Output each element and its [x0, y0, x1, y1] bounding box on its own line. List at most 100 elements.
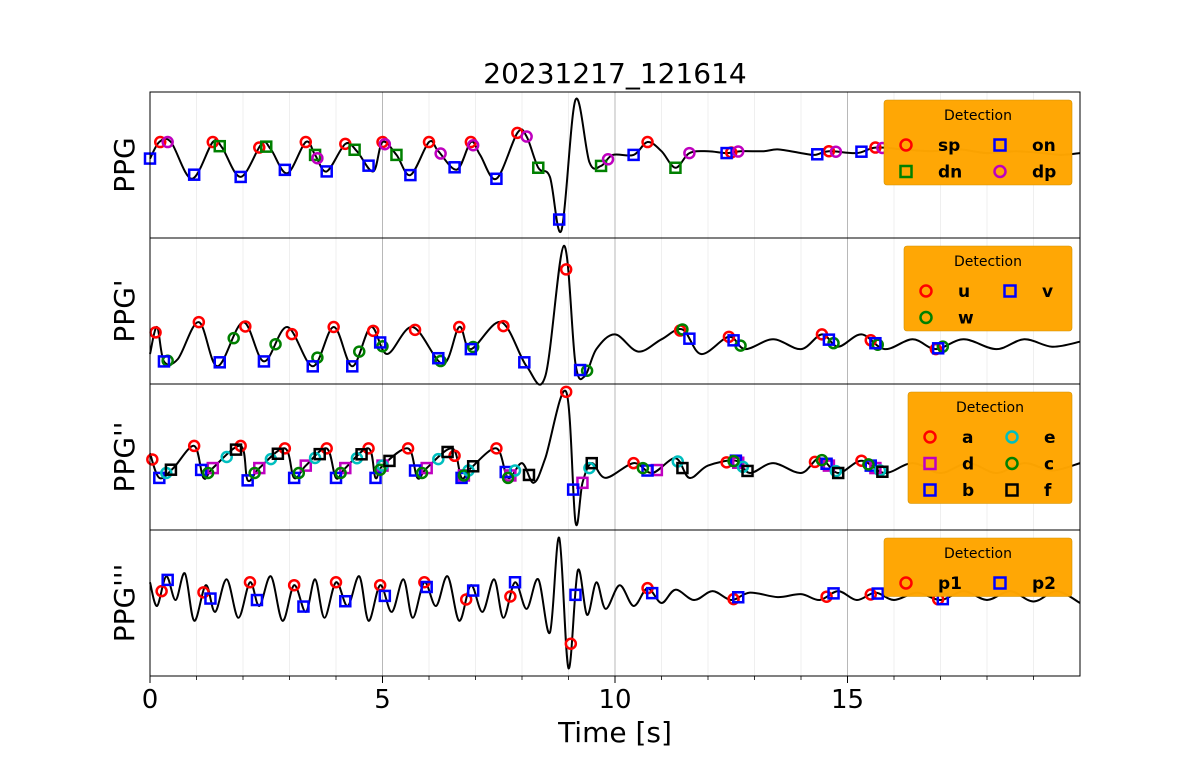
marker-dp: [520, 130, 533, 143]
marker-w: [580, 364, 594, 378]
panel-3: PPG'' Detection adb ecf: [108, 383, 1081, 531]
marker-p2: [297, 600, 310, 613]
marker-c: [292, 466, 306, 480]
marker-p2: [339, 594, 352, 608]
marker-p1: [287, 578, 301, 592]
marker-p2: [204, 592, 217, 605]
marker-p2: [250, 593, 264, 607]
marker-on: [627, 148, 640, 162]
marker-b: [455, 471, 468, 485]
marker-v: [573, 363, 587, 377]
marker-f: [466, 460, 480, 473]
marker-on: [720, 146, 733, 160]
marker-a: [187, 439, 201, 453]
marker-w: [353, 345, 366, 358]
marker-v: [683, 332, 696, 345]
legend-marker-u: [919, 284, 933, 298]
marker-on: [404, 168, 417, 182]
legend-label-dp: dp: [1032, 163, 1056, 183]
marker-e: [220, 450, 233, 464]
marker-p2: [378, 589, 392, 603]
marker-b: [194, 463, 208, 477]
marker-u: [149, 326, 162, 339]
legend-box: [907, 391, 1073, 504]
marker-f: [383, 454, 396, 468]
marker-v: [931, 342, 945, 355]
legend-label-b: b: [962, 481, 974, 501]
marker-c: [862, 458, 875, 471]
marker-on: [187, 168, 201, 181]
legend-marker-sp: [899, 138, 913, 152]
marker-e: [432, 452, 445, 466]
legend-label-d: d: [962, 455, 974, 475]
marker-u: [497, 319, 510, 333]
marker-u: [327, 320, 340, 334]
marker-dn: [532, 161, 545, 175]
legend-label-u: u: [958, 282, 970, 302]
marker-f: [355, 448, 368, 461]
legend-marker-p2: [993, 576, 1007, 590]
marker-dp: [378, 137, 392, 151]
marker-f: [876, 465, 889, 479]
marker-dn: [260, 140, 273, 153]
marker-p1: [504, 590, 517, 603]
signal-line: [149, 389, 1081, 527]
marker-p1: [243, 576, 257, 589]
marker-on: [490, 172, 503, 186]
legend-marker-e: [1005, 430, 1019, 444]
marker-u: [559, 263, 573, 276]
marker-f: [831, 466, 845, 480]
marker-c: [636, 461, 650, 475]
marker-dn: [669, 161, 682, 175]
marker-c: [727, 454, 740, 468]
marker-dn: [390, 148, 403, 162]
marker-dp: [434, 147, 447, 160]
marker-b: [566, 483, 580, 496]
marker-w: [227, 331, 240, 345]
marker-c: [501, 471, 515, 485]
marker-w: [269, 337, 282, 351]
marker-p1: [864, 588, 877, 601]
legend-label-dn: dn: [938, 163, 962, 183]
marker-v: [157, 355, 171, 368]
marker-dp: [311, 151, 324, 165]
legend-title: Detection: [944, 108, 1012, 124]
marker-v: [257, 355, 271, 368]
marker-dp: [731, 145, 745, 158]
marker-sp: [869, 141, 882, 154]
marker-v: [306, 360, 319, 373]
legend-title: Detection: [954, 254, 1022, 270]
marker-on: [552, 213, 566, 226]
legend-label-c: c: [1044, 455, 1054, 475]
chart-title: 20231217_121614: [483, 57, 746, 90]
marker-f: [522, 468, 536, 482]
legend-title: Detection: [956, 400, 1024, 416]
legend-marker-w: [919, 310, 933, 325]
legend-label-p1: p1: [938, 574, 962, 594]
marker-dn: [348, 143, 361, 157]
marker-f: [164, 463, 178, 476]
legend-box: [883, 99, 1073, 186]
marker-w: [676, 323, 689, 336]
marker-u: [408, 323, 422, 337]
marker-u: [285, 327, 299, 341]
marker-w: [466, 340, 480, 354]
legend-label-sp: sp: [938, 136, 960, 156]
x-tick-label: 0: [142, 685, 159, 715]
legend-label-a: a: [962, 428, 973, 448]
marker-b: [241, 474, 254, 487]
y-axis-label: PPG'': [108, 422, 141, 493]
marker-v: [464, 342, 478, 356]
marker-sp: [822, 144, 836, 158]
marker-a: [808, 455, 822, 469]
marker-f: [676, 461, 689, 475]
legend-marker-dp: [993, 164, 1007, 179]
marker-v: [432, 351, 445, 365]
legend-title: Detection: [944, 546, 1012, 562]
marker-e: [508, 464, 522, 477]
marker-c: [373, 463, 387, 476]
legend-marker-c: [1005, 456, 1019, 471]
marker-sp: [299, 135, 313, 149]
legend-marker-b: [923, 483, 937, 497]
marker-dp: [466, 139, 480, 152]
